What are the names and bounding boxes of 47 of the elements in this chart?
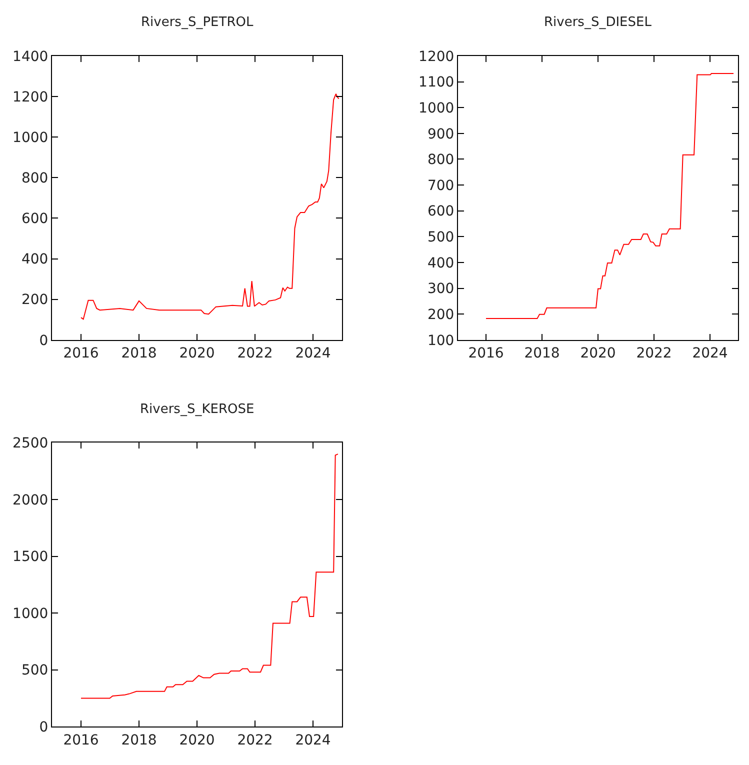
y-tick-label: 1000 (12, 130, 48, 146)
x-tick-label: 2022 (237, 346, 273, 362)
y-tick-label: 900 (427, 126, 454, 142)
y-tick-label: 600 (21, 211, 48, 228)
y-tick-label: 800 (21, 170, 48, 187)
y-tick-label: 500 (21, 662, 48, 679)
chart-title: Rivers_S_DIESEL (544, 15, 652, 30)
y-tick-label: 1100 (418, 74, 454, 91)
x-tick-label: 2024 (295, 732, 331, 748)
x-tick-label: 2016 (63, 732, 99, 748)
y-tick-label: 2500 (12, 436, 48, 452)
x-tick-label: 2022 (237, 732, 273, 748)
x-tick-label: 2016 (63, 346, 99, 362)
x-tick-label: 2020 (179, 346, 215, 362)
x-tick-label: 2018 (121, 346, 157, 362)
y-tick-label: 1000 (12, 606, 48, 622)
y-tick-label: 400 (21, 252, 48, 268)
y-tick-label: 600 (427, 204, 454, 220)
y-tick-label: 200 (21, 292, 48, 308)
line-series (80, 454, 338, 699)
y-tick-label: 0 (39, 720, 48, 736)
chart-title: Rivers_S_KEROSE (140, 402, 254, 417)
y-tick-label: 200 (427, 306, 454, 323)
y-tick-label: 100 (427, 332, 454, 349)
x-tick-label: 2016 (468, 346, 504, 362)
x-tick-label: 2018 (524, 346, 560, 362)
y-tick-label: 0 (39, 332, 48, 349)
x-tick-label: 2024 (692, 346, 728, 362)
chart-title: Rivers_S_PETROL (141, 15, 254, 30)
y-tick-label: 700 (427, 178, 454, 194)
y-tick-label: 300 (427, 281, 454, 298)
line-series (486, 73, 734, 319)
x-tick-label: 2020 (580, 346, 616, 362)
x-tick-label: 2022 (636, 346, 672, 362)
y-tick-label: 2000 (12, 492, 48, 508)
x-tick-label: 2018 (121, 732, 157, 748)
y-tick-label: 1200 (12, 89, 48, 106)
y-tick-label: 1200 (418, 48, 454, 65)
x-tick-label: 2024 (295, 346, 331, 362)
y-tick-label: 1000 (418, 100, 454, 116)
y-tick-label: 1500 (12, 549, 48, 566)
y-tick-label: 1400 (12, 48, 48, 65)
y-tick-label: 500 (427, 230, 454, 246)
y-tick-label: 800 (427, 152, 454, 168)
x-tick-label: 2020 (179, 732, 215, 748)
line-series (80, 93, 340, 320)
y-tick-label: 400 (427, 255, 454, 272)
